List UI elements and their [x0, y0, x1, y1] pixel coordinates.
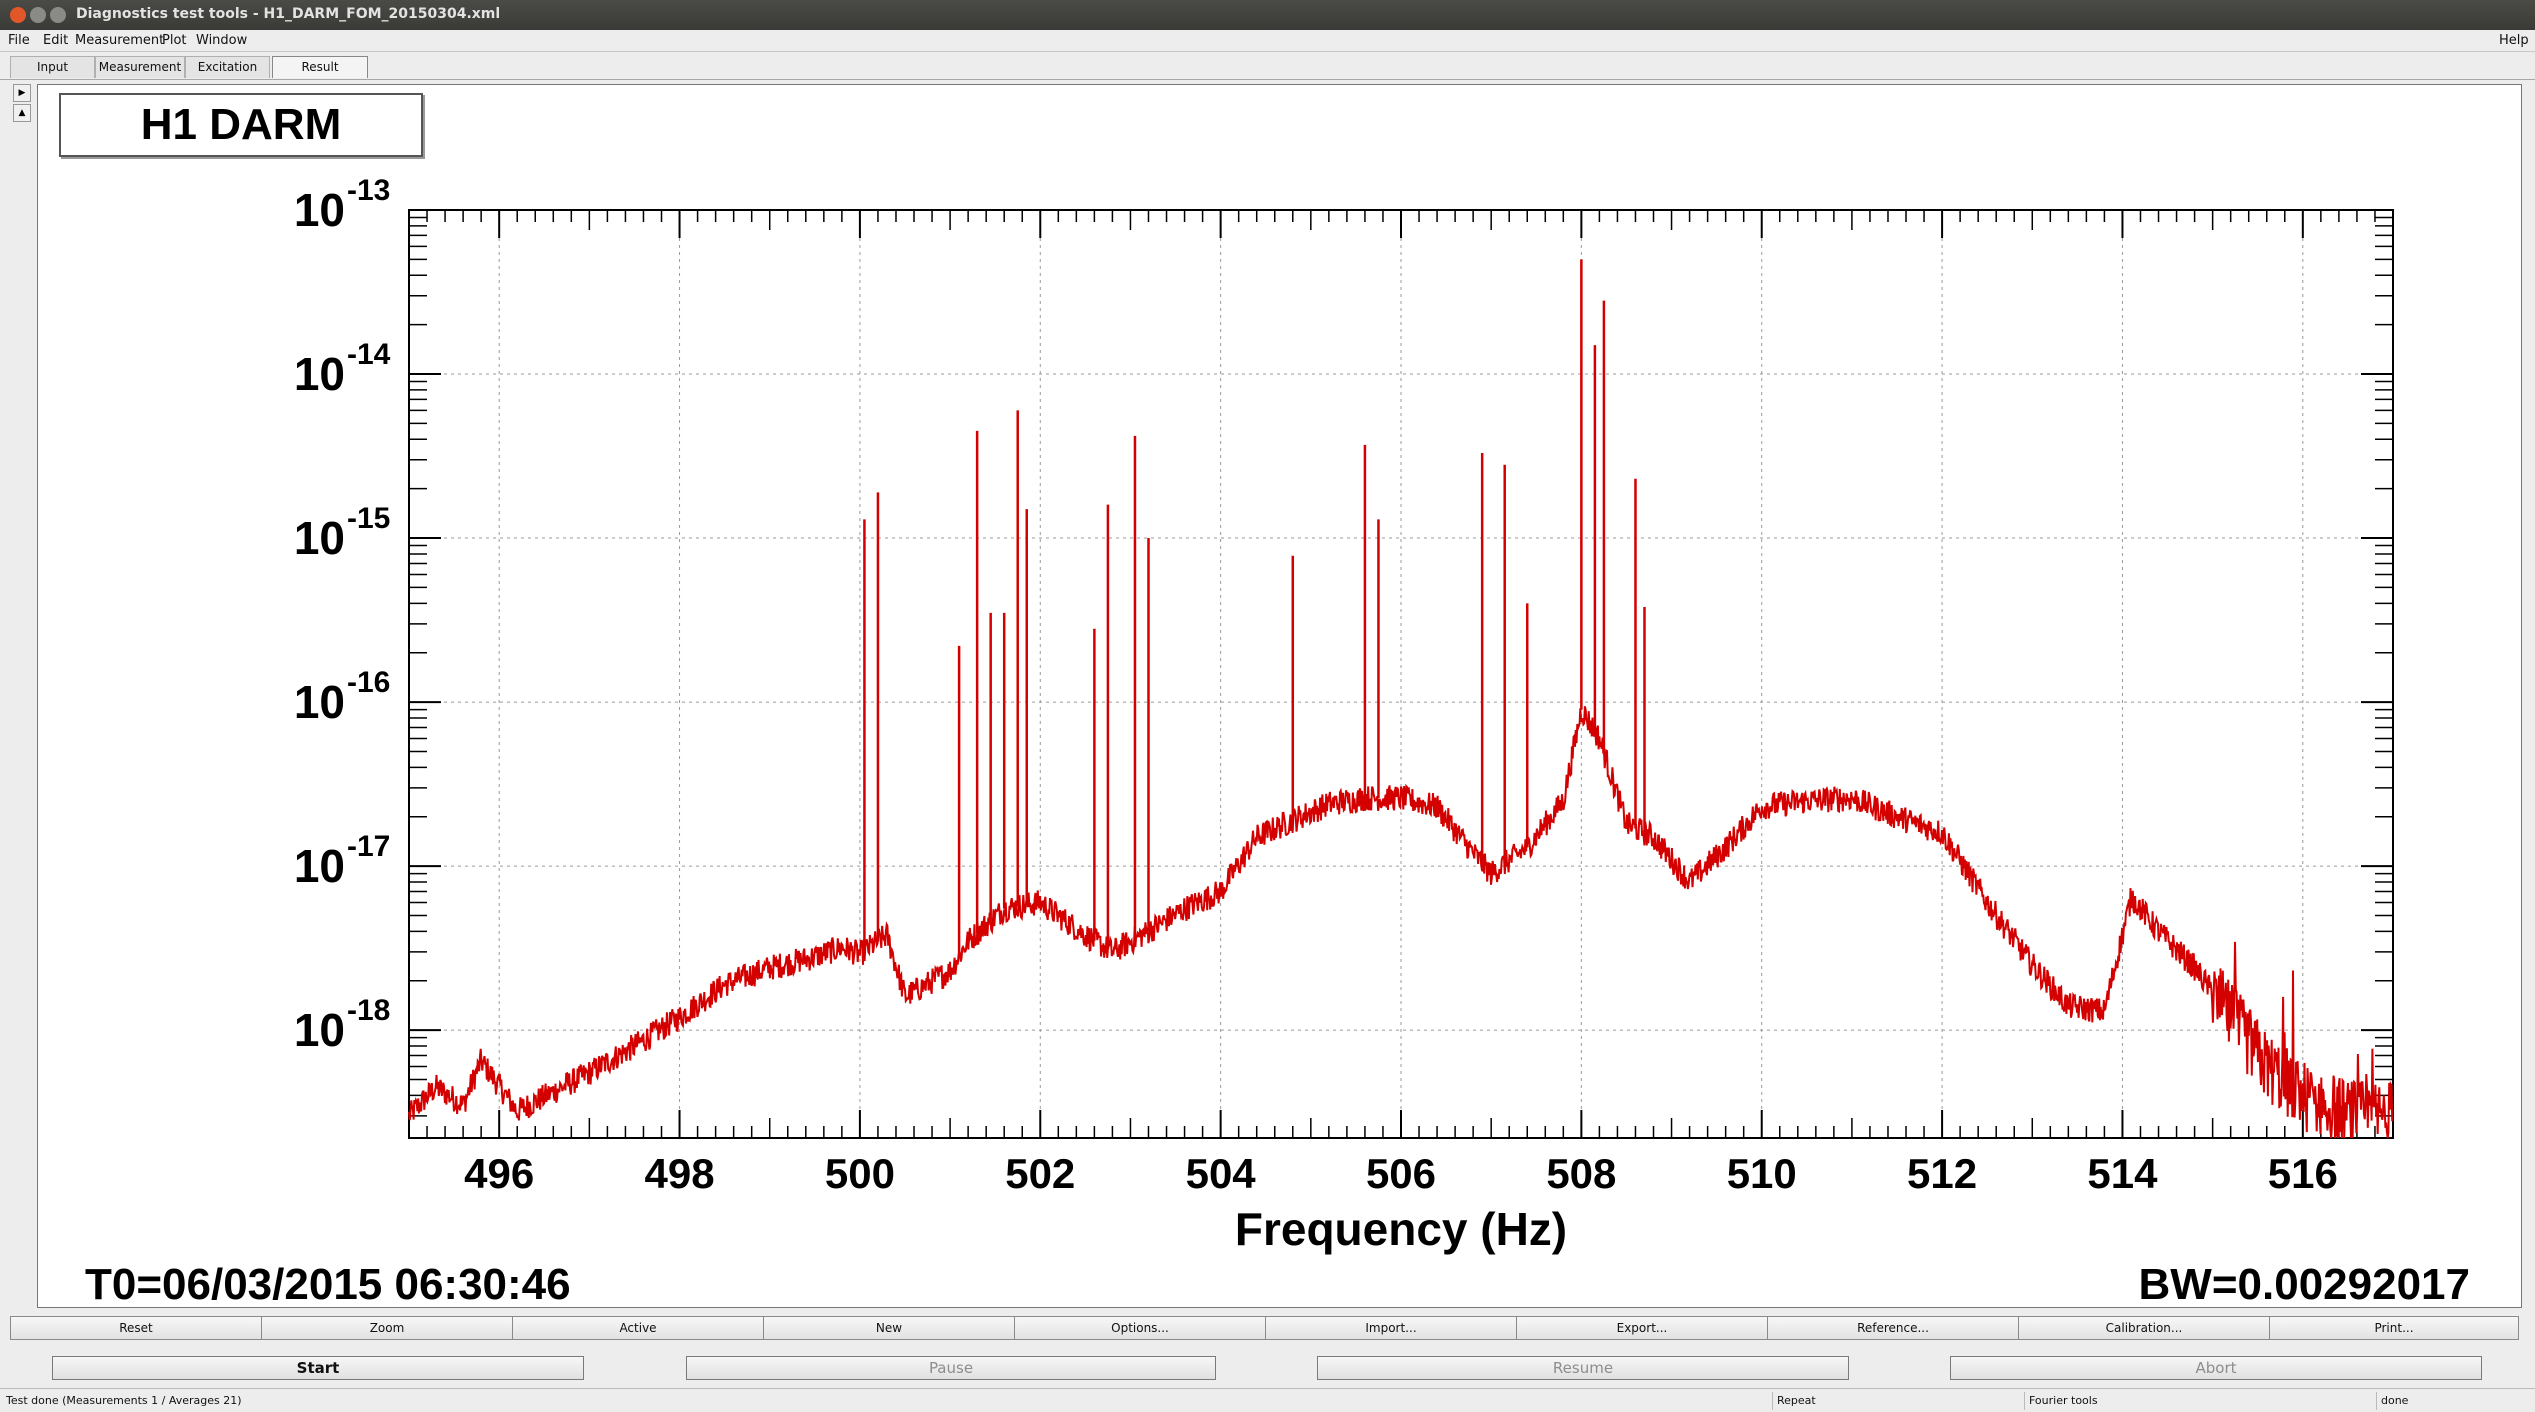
- status-bar: Test done (Measurements 1 / Averages 21)…: [0, 1388, 2535, 1412]
- y-tick-exponent: -18: [347, 994, 390, 1027]
- import-button[interactable]: Import...: [1265, 1316, 1517, 1340]
- x-tick-label: 496: [464, 1150, 534, 1197]
- close-window-icon[interactable]: [10, 7, 26, 23]
- x-tick-label: 516: [2268, 1150, 2338, 1197]
- x-axis-label: Frequency (Hz): [1235, 1203, 1567, 1255]
- x-tick-label: 502: [1005, 1150, 1075, 1197]
- tab-excitation[interactable]: Excitation: [185, 56, 270, 78]
- menu-help[interactable]: Help: [2499, 33, 2529, 48]
- minimize-window-icon[interactable]: [30, 7, 46, 23]
- status-repeat: Repeat: [1772, 1392, 2022, 1410]
- y-tick-exponent: -13: [347, 174, 390, 207]
- abort-button[interactable]: Abort: [1950, 1356, 2482, 1380]
- print-button[interactable]: Print...: [2269, 1316, 2519, 1340]
- menu-edit[interactable]: Edit: [43, 33, 69, 48]
- y-tick-label: 10: [294, 676, 345, 728]
- y-tick-exponent: -17: [347, 830, 390, 863]
- menubar: File Edit Measurement Plot Window Help: [0, 30, 2535, 52]
- scroll-up-icon[interactable]: ▲: [13, 104, 31, 122]
- x-tick-label: 514: [2087, 1150, 2158, 1197]
- plot-canvas[interactable]: [37, 84, 2522, 1308]
- tab-input[interactable]: Input: [10, 56, 95, 78]
- window-titlebar: Diagnostics test tools - H1_DARM_FOM_201…: [0, 0, 2535, 30]
- status-message: Test done (Measurements 1 / Averages 21): [6, 1394, 242, 1407]
- tab-measurement[interactable]: Measurement: [95, 56, 185, 78]
- x-tick-label: 498: [645, 1150, 715, 1197]
- chart-grid: [409, 209, 2393, 1138]
- spectral-peaks: [863, 259, 1646, 956]
- status-tool: Fourier tools: [2024, 1392, 2374, 1410]
- new-button[interactable]: New: [763, 1316, 1015, 1340]
- y-tick-label: 10: [294, 1004, 345, 1056]
- options-button[interactable]: Options...: [1014, 1316, 1266, 1340]
- active-button[interactable]: Active: [512, 1316, 764, 1340]
- bandwidth-label: BW=0.00292017: [2139, 1260, 2470, 1309]
- x-tick-label: 506: [1366, 1150, 1436, 1197]
- pad-scroll-controls: ▶ ▲: [13, 84, 33, 124]
- y-tick-exponent: -14: [347, 338, 391, 371]
- spectrum-series-line: [408, 706, 2394, 1139]
- resume-button[interactable]: Resume: [1317, 1356, 1849, 1380]
- y-tick-label: 10: [294, 348, 345, 400]
- measurement-controls: Start Pause Resume Abort: [0, 1356, 2535, 1382]
- pause-button[interactable]: Pause: [686, 1356, 1216, 1380]
- start-button[interactable]: Start: [52, 1356, 584, 1380]
- reference-button[interactable]: Reference...: [1767, 1316, 2019, 1340]
- t0-label: T0=06/03/2015 06:30:46: [85, 1260, 571, 1309]
- x-tick-labels: 496 498 500 502 504 506 508 510 512 514 516: [464, 1150, 2338, 1197]
- tab-bar: Input Measurement Excitation Result: [0, 52, 2535, 80]
- axis-ticks: [408, 209, 2394, 1138]
- y-tick-exponent: -16: [347, 666, 390, 699]
- x-tick-label: 508: [1546, 1150, 1616, 1197]
- y-tick-exponent: -15: [347, 502, 390, 535]
- x-tick-label: 512: [1907, 1150, 1977, 1197]
- x-tick-label: 500: [825, 1150, 895, 1197]
- status-state: done: [2376, 1392, 2531, 1410]
- plot-toolbar: Reset Zoom Active New Options... Import.…: [10, 1316, 2524, 1342]
- x-tick-label: 504: [1186, 1150, 1257, 1197]
- y-tick-label: 10: [294, 840, 345, 892]
- plot-title: H1 DARM: [59, 93, 423, 157]
- maximize-window-icon[interactable]: [50, 7, 66, 23]
- menu-measurement[interactable]: Measurement: [75, 33, 165, 48]
- x-tick-label: 510: [1727, 1150, 1797, 1197]
- window-title: Diagnostics test tools - H1_DARM_FOM_201…: [76, 6, 501, 22]
- calibration-button[interactable]: Calibration...: [2018, 1316, 2270, 1340]
- y-tick-label: 10: [294, 184, 345, 236]
- menu-plot[interactable]: Plot: [162, 33, 187, 48]
- tab-result[interactable]: Result: [272, 56, 368, 78]
- menu-window[interactable]: Window: [196, 33, 248, 48]
- export-button[interactable]: Export...: [1516, 1316, 1768, 1340]
- reset-button[interactable]: Reset: [10, 1316, 262, 1340]
- y-tick-label: 10: [294, 512, 345, 564]
- zoom-button[interactable]: Zoom: [261, 1316, 513, 1340]
- scroll-right-icon[interactable]: ▶: [13, 84, 31, 102]
- menu-file[interactable]: File: [8, 33, 30, 48]
